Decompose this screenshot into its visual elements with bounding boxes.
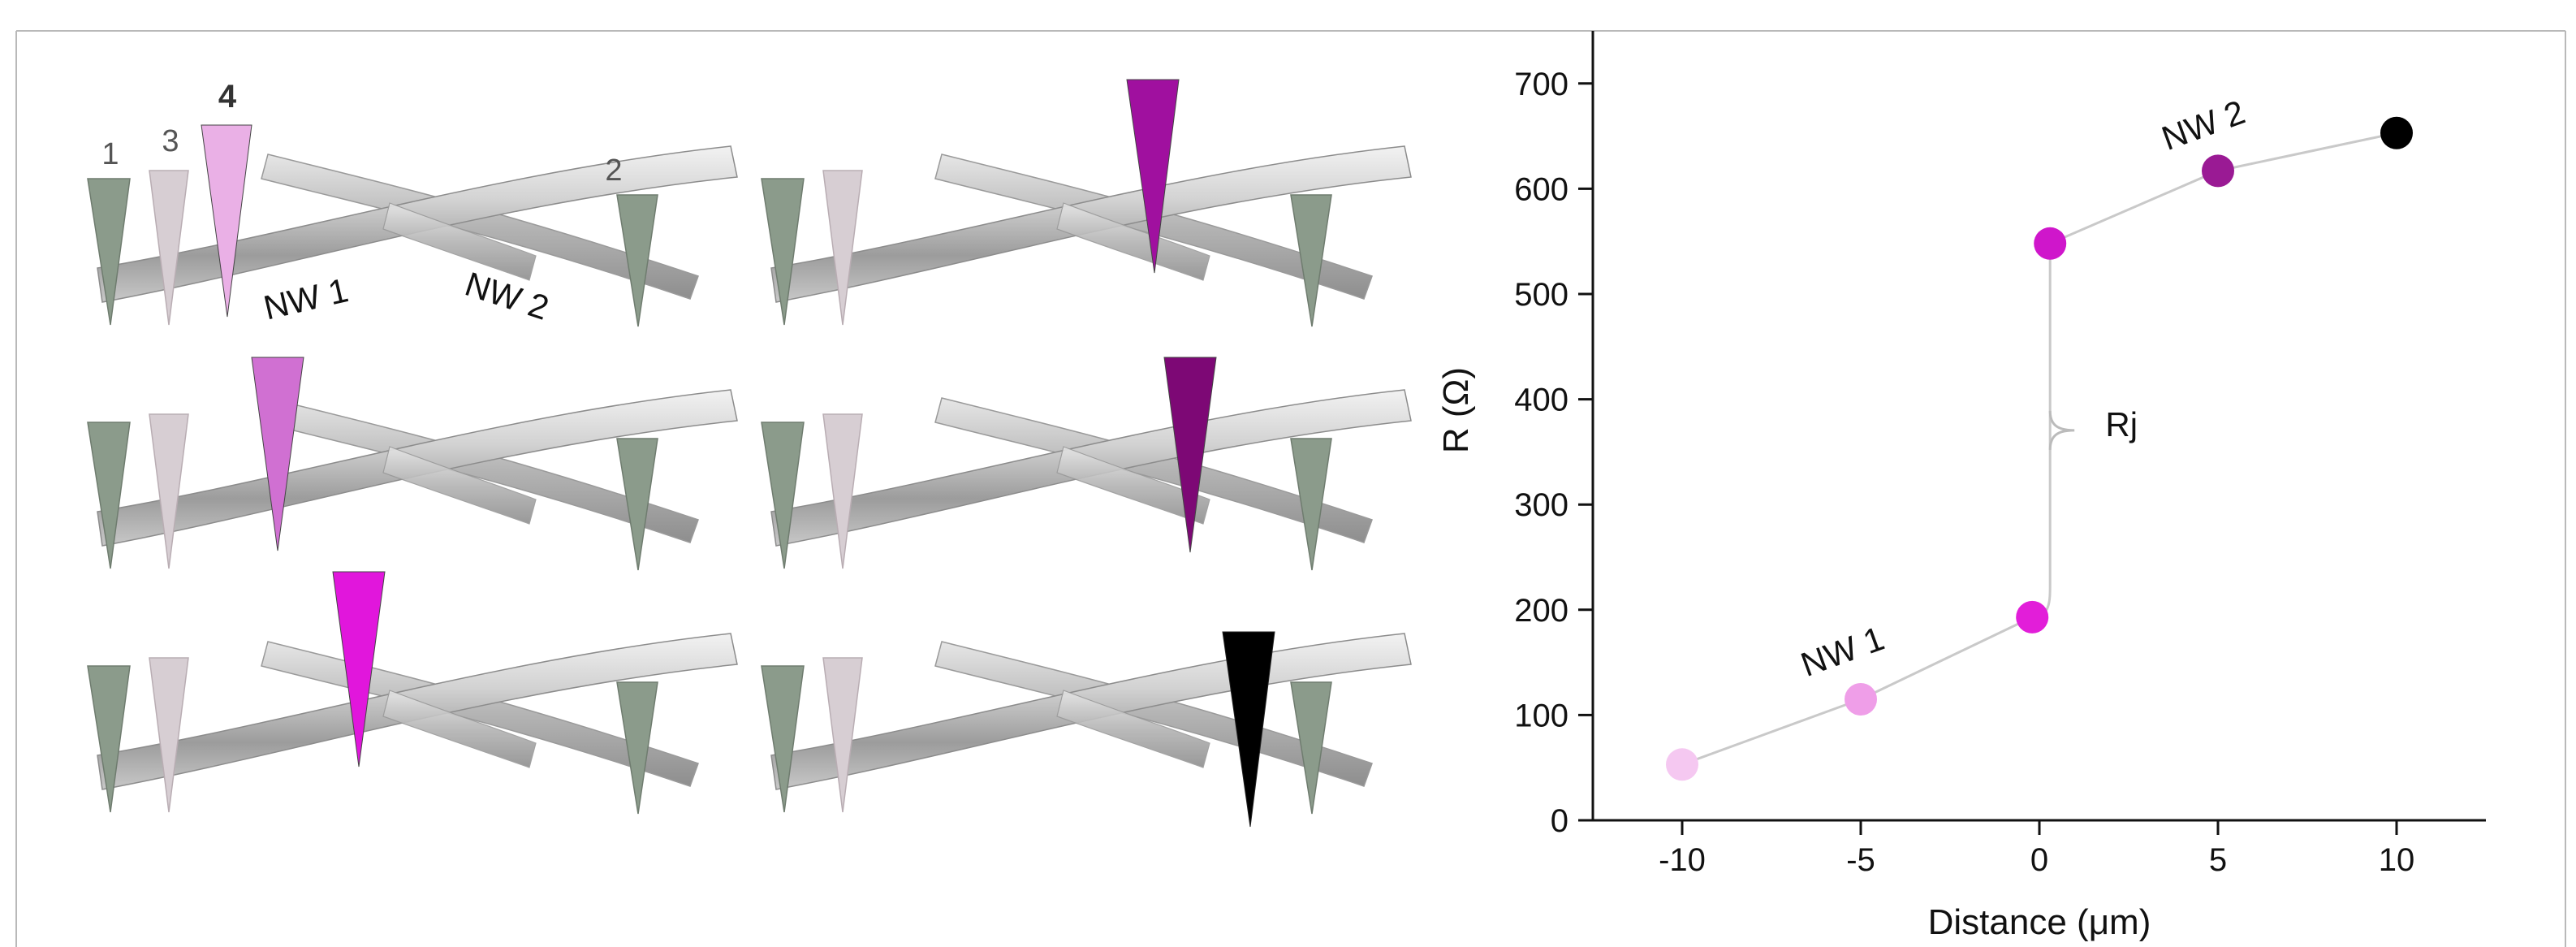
trend-line [1681,132,2397,766]
schematic-panel-4 [761,357,1412,571]
y-tick-label: 400 [1514,383,1568,418]
data-point [1845,682,1877,716]
y-tick-label: 700 [1514,67,1568,102]
data-point [2016,600,2049,633]
data-points [1666,116,2413,781]
data-point [2202,154,2234,188]
probe-label-3: 3 [162,124,179,158]
wire-label-nw1: NW 1 [260,270,352,326]
y-tick-label: 600 [1514,171,1568,207]
data-point [2034,227,2067,260]
probe-label-1: 1 [101,137,119,171]
wire-label-nw2: NW 2 [460,265,553,327]
x-tick-label: 10 [2379,842,2415,878]
y-tick-label: 0 [1551,803,1568,839]
annotations: NW 1 NW 2 Rj [1796,93,2250,684]
schematic-panel-5 [87,571,738,815]
probe-label-4: 4 [218,79,237,115]
y-tick-label: 100 [1514,698,1568,733]
moving-probe-icon [201,124,252,318]
rj-brace [2048,410,2075,450]
schematic-panel-3 [87,357,738,571]
annotation-label: NW 2 [2156,93,2250,158]
probe-label-2: 2 [605,154,622,188]
y-tick-label: 200 [1514,593,1568,629]
y-axis-label: R (Ω) [1436,367,1476,453]
x-tick-label: 5 [2209,842,2227,878]
x-ticks: -10 -5 0 5 10 [1659,820,2414,878]
x-axis-label: Distance (μm) [1928,902,2151,942]
annotation-label: NW 1 [1796,619,1889,684]
moving-probe-icon [1222,631,1275,828]
moving-probe-icon [332,571,386,768]
x-tick-label: -10 [1659,842,1706,878]
moving-probe-icon [1126,79,1180,274]
y-tick-label: 500 [1514,277,1568,313]
x-tick-label: -5 [1846,842,1875,878]
annotation-label: Rj [2105,405,2138,443]
x-tick-label: 0 [2030,842,2048,878]
moving-probe-icon [251,357,304,551]
data-point [2380,116,2413,149]
moving-probe-icon [1163,357,1217,553]
y-ticks: 0 100 200 300 400 500 600 700 [1514,67,1593,839]
data-point [1666,748,1698,781]
schematic-panel-1 [87,124,738,327]
y-tick-label: 300 [1514,487,1568,523]
schematic-panel-2 [761,79,1412,327]
schematic-panel-6 [761,631,1412,828]
